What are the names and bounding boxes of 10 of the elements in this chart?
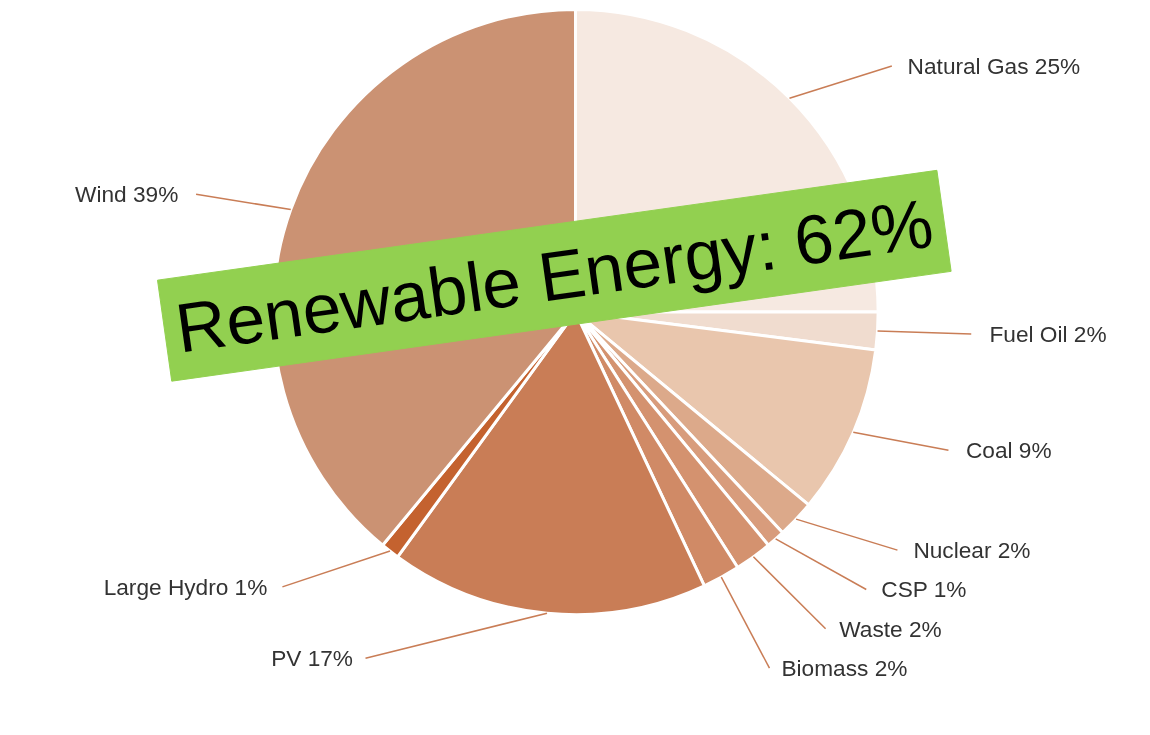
slice-label: PV 17% bbox=[271, 645, 354, 672]
slice-label: Coal 9% bbox=[965, 437, 1052, 464]
slice-label: Wind 39% bbox=[75, 181, 179, 208]
slice-label: Fuel Oil 2% bbox=[989, 320, 1107, 347]
slice-label: CSP 1% bbox=[881, 576, 967, 603]
slice-label: Large Hydro 1% bbox=[103, 573, 268, 600]
slice-label: Nuclear 2% bbox=[913, 537, 1031, 564]
slice-label: Waste 2% bbox=[839, 615, 942, 642]
slice-label: Biomass 2% bbox=[781, 655, 908, 682]
slice-label: Natural Gas 25% bbox=[907, 53, 1081, 80]
